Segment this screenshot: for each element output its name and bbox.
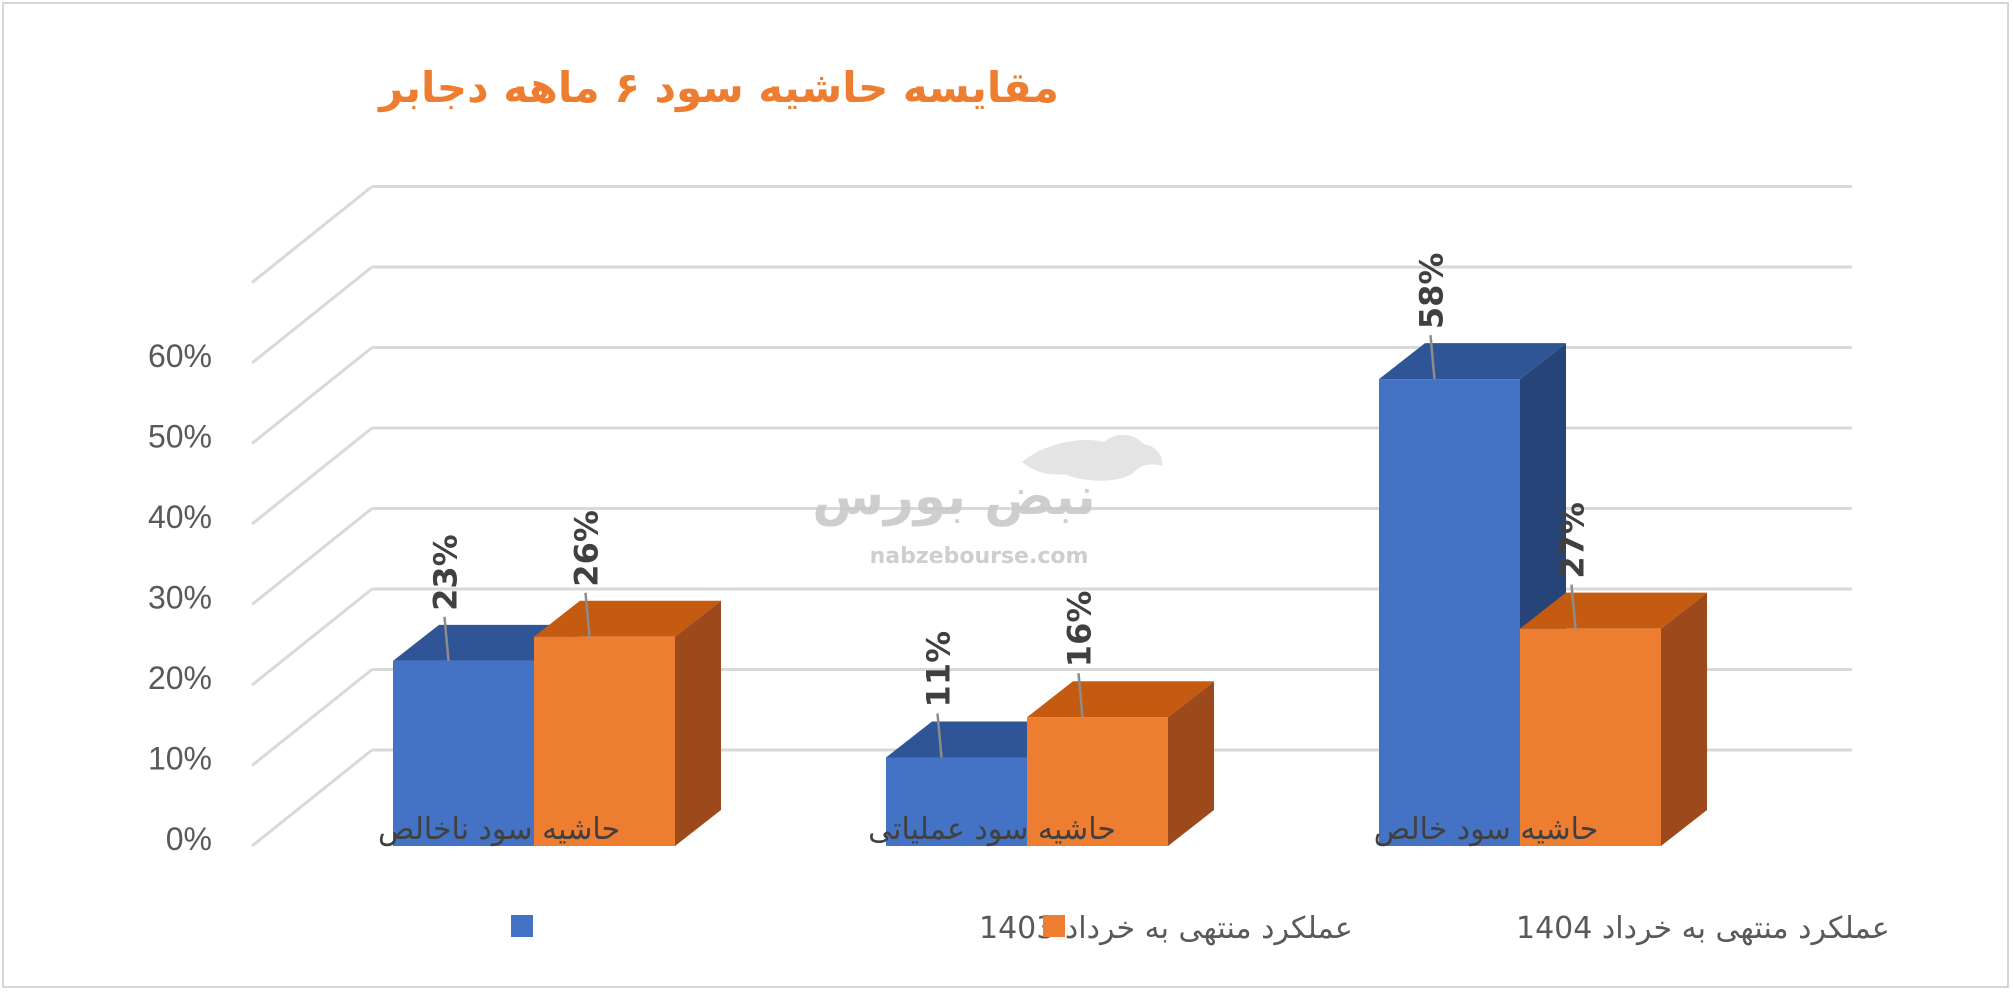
data-label: 16%: [1061, 591, 1099, 668]
y-tick-label: 60%: [148, 338, 212, 374]
x-axis-categories: حاشیه سود ناخالص حاشیه سود عملیاتی حاشیه س…: [378, 812, 1598, 847]
bar-top: [1027, 681, 1214, 718]
bar-top: [886, 721, 1073, 758]
watermark: نبض بورس nabzebourse.com: [812, 434, 1163, 569]
data-label: 11%: [920, 631, 958, 708]
gridline-side: [251, 668, 373, 767]
y-tick-label: 0%: [166, 821, 212, 857]
x-category-label: حاشیه سود ناخالص: [378, 812, 620, 847]
watermark-name: نبض بورس: [812, 467, 1096, 527]
bar-side: [675, 600, 721, 846]
y-tick-label: 10%: [148, 741, 212, 777]
gridline-side: [251, 587, 373, 687]
bar-top: [1379, 343, 1566, 380]
bar-front: [886, 757, 1027, 846]
bull-logo-icon: [1022, 434, 1163, 481]
legend-item: عملکرد منتهی به خرداد 1403: [511, 911, 1353, 946]
bar: [1520, 592, 1707, 846]
bar-side: [1168, 681, 1214, 846]
y-tick-label: 50%: [148, 419, 212, 455]
legend-swatch: [511, 915, 533, 937]
data-label-leader: [936, 713, 943, 758]
data-label: 23%: [427, 534, 465, 611]
legend: عملکرد منتهی به خرداد 1403 عملکرد منتهی ب…: [511, 911, 1890, 946]
y-tick-label: 20%: [148, 660, 212, 696]
legend-swatch: [1043, 915, 1065, 937]
gridline-side: [251, 507, 373, 606]
y-tick-label: 40%: [148, 499, 212, 535]
y-tick-label: 30%: [148, 580, 212, 616]
watermark-url: nabzebourse.com: [870, 544, 1089, 569]
bar-top: [534, 600, 721, 637]
gridline-side: [251, 346, 373, 445]
bar-top: [393, 624, 580, 661]
data-label-leader: [443, 616, 450, 661]
data-label: 26%: [568, 510, 606, 587]
bar-front: [1027, 717, 1168, 846]
data-label-leader: [1570, 584, 1577, 629]
bars: 23% 26% 11% 16% 58% 27%: [393, 253, 1707, 846]
bar-front: [534, 636, 675, 846]
data-label: 58%: [1413, 253, 1451, 330]
gridline-side: [251, 426, 373, 526]
bar-front: [393, 660, 534, 846]
bar-front: [1520, 628, 1661, 846]
gridline-side: [251, 748, 373, 848]
legend-label: عملکرد منتهی به خرداد 1404: [1516, 911, 1890, 946]
gridline-side: [251, 185, 373, 284]
bar: [1027, 681, 1214, 846]
legend-item: عملکرد منتهی به خرداد 1404: [1043, 911, 1890, 946]
x-category-label: حاشیه سود خالص: [1374, 812, 1599, 847]
chart-title: مقایسه حاشیه سود ۶ ماهه دجابر: [377, 63, 1059, 113]
data-label-leader: [1429, 334, 1436, 380]
bar-side: [1661, 592, 1707, 846]
legend-label: عملکرد منتهی به خرداد 1403: [979, 911, 1353, 946]
data-label-leader: [584, 592, 591, 637]
data-label-leader: [1077, 673, 1084, 718]
y-axis-ticks: 0% 10% 20% 30% 40% 50% 60%: [148, 338, 212, 857]
chart-canvas: مقایسه حاشیه سود ۶ ماهه دجابر 0% 10% 20% 30…: [148, 63, 1890, 946]
bar-front: [1379, 379, 1520, 846]
bar: [534, 600, 721, 846]
x-category-label: حاشیه سود عملیاتی: [868, 812, 1116, 847]
data-label: 27%: [1554, 502, 1592, 579]
bar-top: [1520, 592, 1707, 629]
gridline-side: [251, 265, 373, 365]
